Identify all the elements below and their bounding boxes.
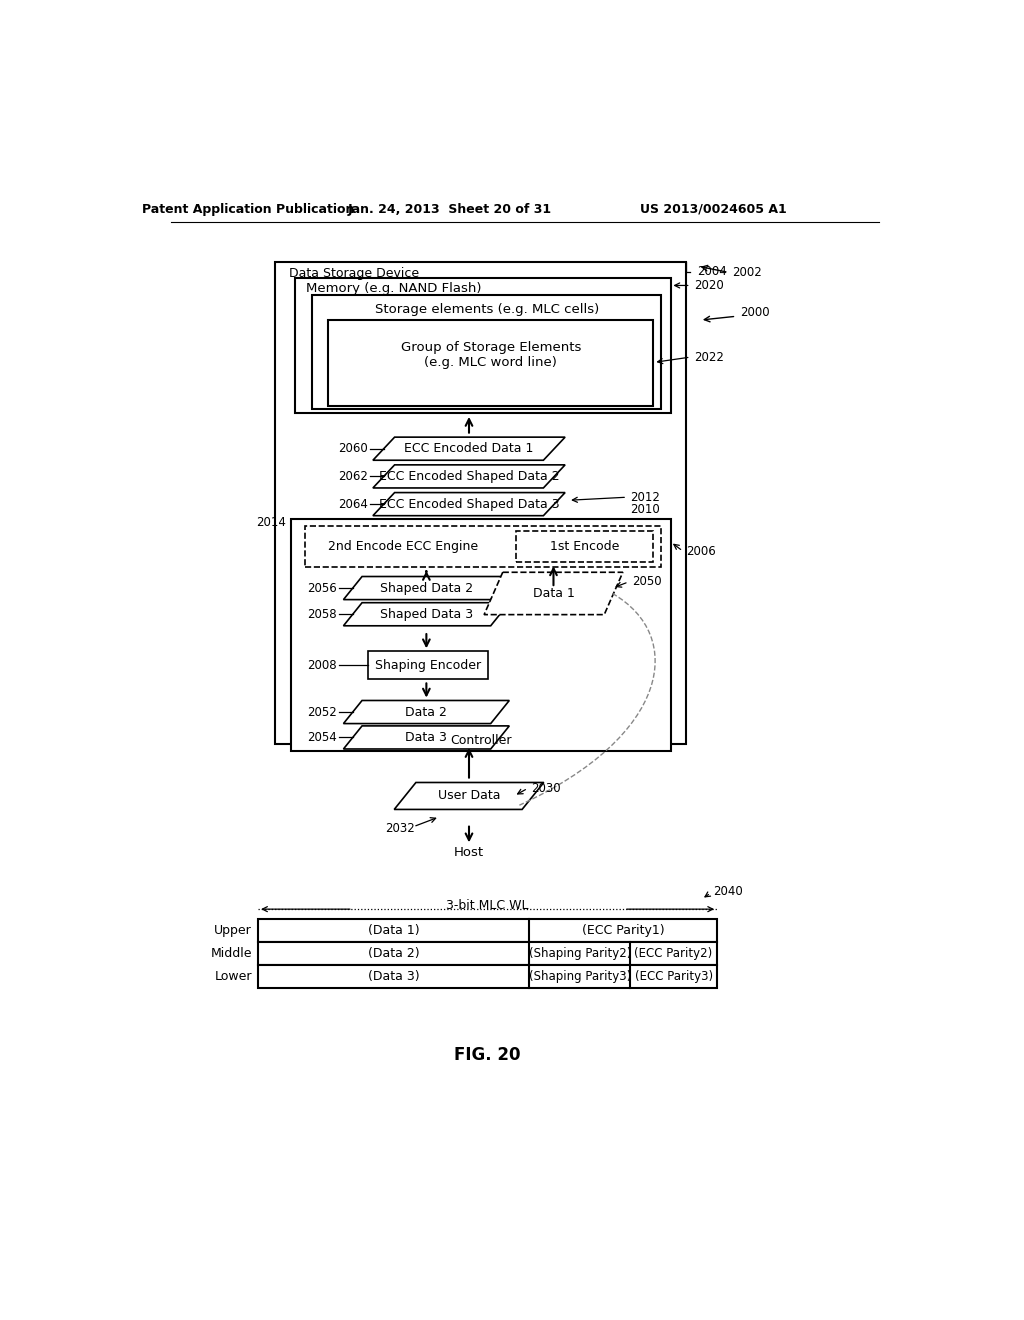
Text: 2050: 2050 [632,576,662,589]
Text: ECC Encoded Shaped Data 2: ECC Encoded Shaped Data 2 [379,470,559,483]
Bar [328,321,653,407]
Text: Controller: Controller [450,734,511,747]
Text: 2058: 2058 [307,607,337,620]
Text: (Data 2): (Data 2) [368,948,420,961]
Polygon shape [394,783,544,809]
Text: Middle: Middle [211,948,252,961]
Bar [312,296,662,409]
Text: 3-bit MLC WL: 3-bit MLC WL [446,899,528,912]
Text: 2032: 2032 [385,822,415,834]
Text: Group of Storage Elements: Group of Storage Elements [400,341,581,354]
Text: Patent Application Publication: Patent Application Publication [142,203,354,215]
Text: ECC Encoded Data 1: ECC Encoded Data 1 [404,442,534,455]
Text: 1st Encode: 1st Encode [550,540,620,553]
Text: (Shaping Parity3): (Shaping Parity3) [528,970,631,983]
Text: Lower: Lower [214,970,252,983]
Text: 2052: 2052 [307,705,337,718]
Polygon shape [373,465,565,488]
Text: 2060: 2060 [339,442,369,455]
Bar [295,277,671,412]
Text: Shaping Encoder: Shaping Encoder [375,659,481,672]
Text: Upper: Upper [214,924,252,937]
Text: Storage elements (e.g. MLC cells): Storage elements (e.g. MLC cells) [375,302,599,315]
Text: Shaped Data 3: Shaped Data 3 [380,607,473,620]
Text: 2012: 2012 [630,491,660,504]
Text: 2010: 2010 [630,503,659,516]
Text: Shaped Data 2: Shaped Data 2 [380,582,473,594]
Text: Memory (e.g. NAND Flash): Memory (e.g. NAND Flash) [306,282,481,296]
Polygon shape [373,437,565,461]
Text: User Data: User Data [437,789,501,803]
Text: 2030: 2030 [531,781,560,795]
Bar [369,651,488,678]
Text: (Data 1): (Data 1) [368,924,420,937]
Text: 2022: 2022 [693,351,724,363]
Text: 2002: 2002 [732,265,762,279]
Text: 2008: 2008 [307,659,337,672]
Text: Data Storage Device: Data Storage Device [289,267,419,280]
Text: 2020: 2020 [693,279,724,292]
Polygon shape [343,577,509,599]
Bar [258,965,717,989]
Text: (ECC Parity2): (ECC Parity2) [635,948,713,961]
Text: 2062: 2062 [338,470,369,483]
Text: (ECC Parity1): (ECC Parity1) [582,924,665,937]
Text: ECC Encoded Shaped Data 3: ECC Encoded Shaped Data 3 [379,498,559,511]
Text: Data 1: Data 1 [532,587,574,601]
Text: 2nd Encode ECC Engine: 2nd Encode ECC Engine [328,540,478,553]
Polygon shape [373,492,565,516]
Polygon shape [343,701,509,723]
Bar [275,263,686,743]
Text: 2056: 2056 [307,582,337,594]
Text: FIG. 20: FIG. 20 [455,1047,521,1064]
Text: Data 3: Data 3 [406,731,447,744]
Bar [515,531,653,562]
Bar [258,919,717,942]
Text: 2004: 2004 [697,265,727,279]
Text: 2006: 2006 [686,545,716,557]
Text: 2054: 2054 [307,731,337,744]
Text: Data 2: Data 2 [406,705,447,718]
Bar [305,527,662,566]
Polygon shape [343,603,509,626]
Bar [291,519,671,751]
Text: Host: Host [454,846,484,859]
Text: (e.g. MLC word line): (e.g. MLC word line) [424,356,557,370]
Text: (Data 3): (Data 3) [368,970,420,983]
Bar [258,942,717,965]
Text: (Shaping Parity2): (Shaping Parity2) [528,948,631,961]
Text: 2040: 2040 [713,884,742,898]
Text: 2064: 2064 [338,498,369,511]
Polygon shape [484,573,623,615]
Text: 2000: 2000 [740,306,770,319]
Text: US 2013/0024605 A1: US 2013/0024605 A1 [640,203,786,215]
Text: (ECC Parity3): (ECC Parity3) [635,970,713,983]
Polygon shape [343,726,509,748]
Text: 2014: 2014 [256,516,286,529]
Text: Jan. 24, 2013  Sheet 20 of 31: Jan. 24, 2013 Sheet 20 of 31 [347,203,552,215]
